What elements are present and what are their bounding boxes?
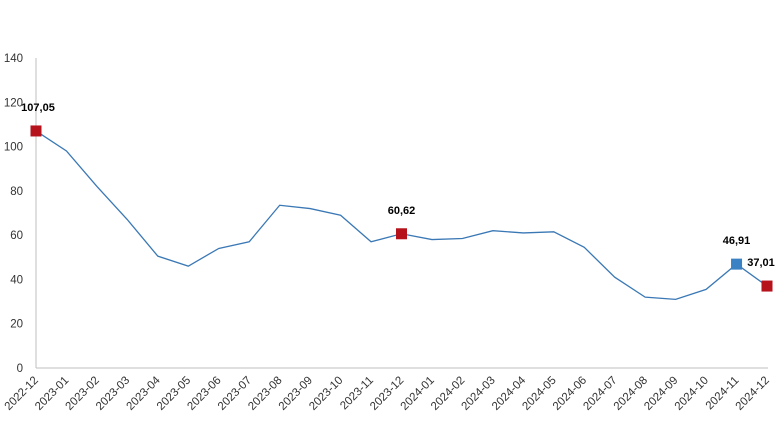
data-label: 46,91 (723, 235, 751, 247)
highlight-marker (761, 280, 773, 292)
y-tick-label: 0 (17, 363, 23, 375)
x-tick-label: 2023-10 (307, 374, 345, 412)
highlight-marker (30, 125, 42, 137)
y-tick-label: 80 (10, 186, 23, 198)
x-tick-label: 2024-12 (734, 374, 772, 412)
y-tick-label: 40 (10, 274, 23, 286)
y-tick-label: 100 (4, 142, 23, 154)
x-tick-label: 2024-10 (673, 374, 711, 412)
data-label: 37,01 (747, 257, 775, 269)
y-tick-label: 140 (4, 53, 23, 65)
highlight-marker (731, 258, 743, 270)
data-label: 60,62 (388, 205, 416, 217)
y-tick-label: 20 (10, 319, 23, 331)
highlight-marker (396, 228, 407, 240)
y-tick-label: 60 (10, 230, 23, 242)
data-label: 107,05 (21, 102, 55, 114)
y-tick-label: 120 (4, 97, 23, 109)
